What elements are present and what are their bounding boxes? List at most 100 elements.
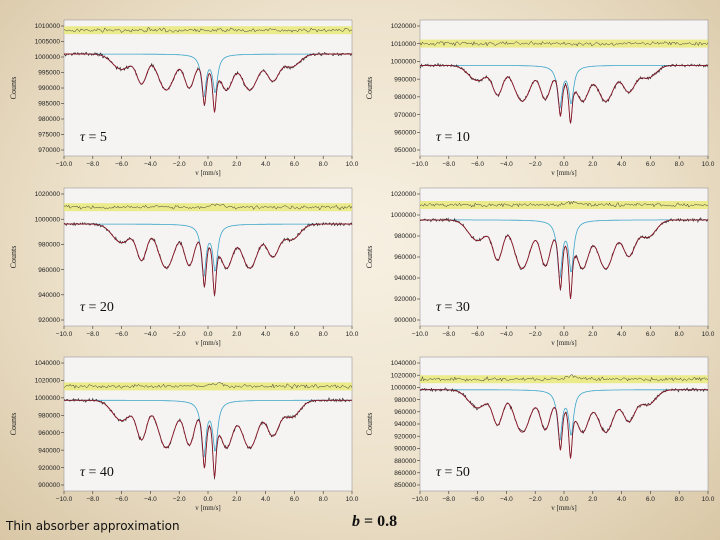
x-tick-label: −4.0 (144, 161, 157, 168)
y-tick-label: 980000 (394, 94, 416, 101)
tau-label: τ = 40 (80, 465, 114, 480)
y-tick-label: 1020000 (391, 372, 417, 379)
mossbauer-panel-tau-50: −10.0 −8.0 −6.0 −4.0 −2.0 0.0 2.0 4.0 6.0 8.0 10.0… (364, 355, 715, 513)
x-tick-label: −4.0 (144, 496, 157, 503)
x-tick-label: −6.0 (115, 161, 128, 168)
x-tick-label: 0.0 (559, 496, 568, 503)
y-tick-label: 900000 (394, 446, 416, 453)
y-axis-label: Counts (9, 413, 18, 436)
residual-band (64, 203, 352, 212)
x-tick-label: −6.0 (471, 496, 484, 503)
y-tick-label: 1005000 (35, 39, 61, 46)
tau-value: 40 (99, 465, 114, 480)
tau-symbol: τ (80, 130, 86, 145)
x-axis-label: v [mm/s] (551, 339, 576, 347)
y-tick-label: 940000 (394, 275, 416, 282)
tau-symbol: τ (80, 300, 86, 315)
residual-band (64, 26, 352, 35)
tau-value: 50 (455, 465, 470, 480)
x-tick-label: 2.0 (588, 331, 597, 338)
x-tick-label: −10.0 (56, 161, 73, 168)
residual-line (419, 374, 709, 382)
y-tick-label: 1010000 (391, 41, 417, 48)
x-tick-label: 8.0 (319, 161, 328, 168)
tau-value: 5 (99, 130, 107, 145)
chart-svg: −10.0 −8.0 −6.0 −4.0 −2.0 0.0 2.0 4.0 6.0 8.0 10.0… (365, 356, 715, 512)
fit-curve (64, 399, 352, 478)
y-axis-label: Counts (365, 77, 374, 100)
x-tick-label: 8.0 (675, 331, 684, 338)
y-axis-label: Counts (365, 246, 374, 269)
y-tick-label: 1000000 (35, 216, 61, 223)
x-tick-label: 0.0 (203, 161, 212, 168)
y-tick-label: 1000000 (35, 54, 61, 61)
y-tick-label: 1000000 (35, 395, 61, 402)
x-tick-label: 6.0 (646, 331, 655, 338)
x-tick-label: 8.0 (319, 496, 328, 503)
component-curve (420, 389, 708, 441)
x-tick-label: 0.0 (203, 496, 212, 503)
y-tick-label: 1000000 (391, 59, 417, 66)
x-tick-label: −6.0 (471, 331, 484, 338)
component-curve (64, 399, 352, 458)
x-tick-label: −2.0 (173, 496, 186, 503)
y-tick-label: 970000 (38, 147, 60, 154)
residual-band (420, 39, 708, 48)
y-tick-label: 980000 (38, 242, 60, 249)
y-tick-label: 1020000 (391, 191, 417, 198)
plot-area (63, 19, 353, 157)
x-tick-label: −2.0 (173, 331, 186, 338)
tau-label: τ = 30 (436, 300, 470, 315)
x-tick-label: −2.0 (529, 496, 542, 503)
y-tick-label: 980000 (38, 412, 60, 419)
b-value: = 0.8 (360, 513, 398, 530)
fit-curve (64, 53, 352, 113)
x-tick-label: 6.0 (290, 161, 299, 168)
x-axis-label: v [mm/s] (195, 504, 220, 512)
chart-svg: −10.0 −8.0 −6.0 −4.0 −2.0 0.0 2.0 4.0 6.0 8.0 10.0… (365, 19, 715, 177)
x-tick-label: −8.0 (442, 161, 455, 168)
x-tick-label: 8.0 (319, 331, 328, 338)
y-axis-label: Counts (9, 77, 18, 100)
y-tick-label: 940000 (38, 447, 60, 454)
y-tick-label: 1020000 (391, 23, 417, 30)
x-tick-label: 2.0 (588, 496, 597, 503)
mossbauer-panel-tau-20: −10.0 −8.0 −6.0 −4.0 −2.0 0.0 2.0 4.0 6.0 8.0 10.0… (8, 186, 359, 348)
y-axis-label: Counts (365, 413, 374, 436)
tau-label: τ = 5 (80, 130, 107, 145)
x-tick-label: 10.0 (346, 331, 359, 338)
x-tick-label: 2.0 (232, 331, 241, 338)
y-tick-label: 880000 (394, 458, 416, 465)
residual-band (64, 382, 352, 391)
x-tick-label: −8.0 (442, 331, 455, 338)
x-tick-label: 4.0 (261, 331, 270, 338)
x-tick-label: −2.0 (529, 331, 542, 338)
x-tick-label: −10.0 (412, 496, 429, 503)
x-tick-label: 4.0 (261, 496, 270, 503)
fit-curve (420, 219, 708, 299)
y-tick-label: 900000 (394, 317, 416, 324)
b-symbol: b (352, 513, 360, 530)
y-tick-label: 995000 (38, 70, 60, 77)
y-tick-label: 960000 (394, 409, 416, 416)
tau-symbol: τ (436, 300, 442, 315)
x-tick-label: −6.0 (115, 331, 128, 338)
x-tick-label: 8.0 (675, 496, 684, 503)
x-tick-label: 2.0 (232, 161, 241, 168)
x-tick-label: −2.0 (173, 161, 186, 168)
x-tick-label: 2.0 (232, 496, 241, 503)
x-tick-label: 0.0 (559, 331, 568, 338)
x-tick-label: −10.0 (412, 331, 429, 338)
y-tick-label: 990000 (394, 76, 416, 83)
x-tick-label: 6.0 (646, 161, 655, 168)
plot-area (419, 187, 709, 327)
tau-label: τ = 10 (436, 130, 470, 145)
y-tick-label: 940000 (38, 292, 60, 299)
residual-line (63, 203, 353, 211)
y-tick-label: 960000 (394, 129, 416, 136)
y-tick-label: 920000 (394, 296, 416, 303)
x-tick-label: −6.0 (471, 161, 484, 168)
x-tick-label: −8.0 (86, 496, 99, 503)
y-tick-label: 920000 (38, 465, 60, 472)
fit-curve (420, 389, 708, 459)
